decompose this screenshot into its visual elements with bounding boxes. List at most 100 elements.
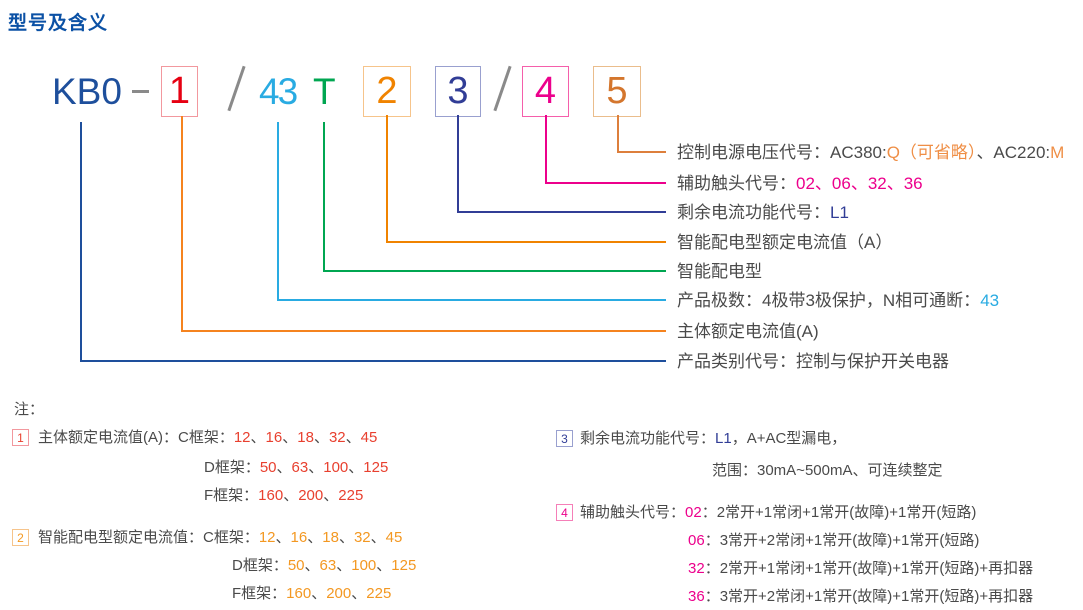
text-segment: D框架：	[204, 459, 260, 476]
text-segment: 智能配电型额定电流值（A）	[677, 233, 893, 252]
code-box-4: 4	[522, 66, 569, 117]
connector-code4-horizontal	[545, 182, 666, 184]
text-segment: ：3常开+2常闭+1常开(故障)+1常开(短路)	[704, 532, 980, 549]
label-aux-contact: 辅助触头代号：02、06、32、36	[677, 174, 923, 193]
text-segment: 200	[298, 487, 324, 504]
text-segment: L1	[715, 430, 732, 447]
note-4-line-1: 辅助触头代号：02：2常开+1常闭+1常开(故障)+1常开(短路)	[580, 504, 976, 522]
text-segment: 200	[326, 585, 352, 602]
text-segment: 、	[276, 459, 292, 476]
text-segment: 12	[258, 529, 276, 546]
connector-code3-vertical	[457, 115, 459, 213]
connector-pole-code-horizontal	[277, 299, 666, 301]
label-smart-type: 智能配电型	[677, 262, 762, 281]
note-2-line-1: 智能配电型额定电流值：C框架：12、16、18、32、45	[38, 529, 402, 547]
connector-code2-horizontal	[386, 241, 666, 243]
text-segment: 45	[385, 529, 403, 546]
text-segment: 剩余电流功能代号：	[580, 430, 716, 447]
note-marker-2: 2	[12, 529, 29, 546]
text-segment: 智能配电型额定电流值：C框架：	[38, 529, 259, 546]
text-segment: 范围：30mA~500mA、可连续整定	[712, 462, 943, 479]
text-segment: 06	[688, 532, 705, 549]
text-segment: 32	[328, 429, 346, 446]
text-segment: 160	[258, 487, 284, 504]
text-segment: 、	[282, 429, 298, 446]
text-segment: 02	[685, 504, 702, 521]
connector-type-code-vertical	[323, 122, 325, 272]
text-segment: 智能配电型	[677, 262, 762, 281]
text-segment: 225	[338, 487, 364, 504]
connector-code2-vertical	[386, 115, 388, 243]
note-marker-4-number: 4	[561, 505, 568, 520]
note-marker-3-number: 3	[561, 431, 568, 446]
text-segment: 、	[348, 459, 364, 476]
text-segment: 160	[286, 585, 312, 602]
text-segment: 18	[297, 429, 314, 446]
connector-model-prefix-horizontal	[80, 360, 666, 362]
pole-code-text: 43	[259, 71, 298, 112]
code-box-2: 2	[363, 66, 411, 117]
code-box-3: 3	[435, 66, 481, 117]
text-segment: 产品极数：4极带3极保护，N相可通断：	[677, 291, 981, 310]
label-poles: 产品极数：4极带3极保护，N相可通断：43	[677, 291, 999, 310]
text-segment: 、	[283, 487, 299, 504]
text-segment: 100	[351, 557, 377, 574]
text-segment: 辅助触头代号：	[677, 174, 796, 193]
text-segment: ：2常开+1常闭+1常开(故障)+1常开(短路)	[701, 504, 977, 521]
text-segment: 43	[980, 291, 1000, 310]
text-segment: 63	[291, 459, 309, 476]
text-segment: 、	[307, 529, 323, 546]
text-segment: 16	[265, 429, 283, 446]
note-1-line-3: F框架：160、200、225	[204, 487, 363, 505]
text-segment: 、	[338, 529, 354, 546]
text-segment: 16	[290, 529, 308, 546]
note-marker-2-number: 2	[17, 530, 24, 545]
text-segment: 12	[233, 429, 251, 446]
text-segment: 控制电源电压代号：AC380:	[677, 143, 887, 162]
note-marker-4: 4	[556, 504, 573, 521]
text-segment: 、	[370, 529, 386, 546]
text-segment: 、	[311, 585, 327, 602]
text-segment: 、	[376, 557, 392, 574]
text-segment: 、	[304, 557, 320, 574]
text-segment: D框架：	[232, 557, 288, 574]
notes-heading: 注：	[14, 401, 45, 418]
text-segment: F框架：	[232, 585, 287, 602]
text-segment: 、	[351, 585, 367, 602]
text-segment: 主体额定电流值(A)	[677, 322, 819, 341]
text-segment: 18	[322, 529, 339, 546]
text-segment: 、	[336, 557, 352, 574]
dash-separator	[132, 90, 149, 93]
text-segment: 、	[313, 429, 329, 446]
slash-separator-1	[227, 65, 246, 112]
text-segment: 50	[287, 557, 305, 574]
label-smart-rated-current: 智能配电型额定电流值（A）	[677, 233, 892, 252]
text-segment: 、	[323, 487, 339, 504]
text-segment: 、AC220:	[976, 143, 1051, 162]
label-residual-current: 剩余电流功能代号：L1	[677, 203, 849, 222]
code-box-3-number: 3	[447, 70, 469, 112]
note-2-line-2: D框架：50、63、100、125	[232, 557, 416, 575]
text-segment: F框架：	[204, 487, 259, 504]
connector-code1-vertical	[181, 116, 183, 332]
text-segment: 剩余电流功能代号：	[677, 203, 830, 222]
page-title: 型号及含义	[8, 13, 109, 34]
text-segment: 63	[319, 557, 337, 574]
note-4-line-3: 32：2常开+1常闭+1常开(故障)+1常开(短路)+再扣器	[688, 560, 1033, 578]
connector-code3-horizontal	[457, 211, 666, 213]
text-segment: ，A+AC型漏电，	[731, 430, 847, 447]
text-segment: M	[1050, 143, 1065, 162]
text-segment: ：3常开+2常闭+1常开(故障)+1常开(短路)+再扣器	[704, 588, 1034, 605]
type-code-text: T	[313, 71, 336, 112]
code-box-4-number: 4	[534, 70, 557, 112]
text-segment: Q（可省略）	[886, 143, 977, 162]
label-main-rated-current: 主体额定电流值(A)	[677, 322, 819, 341]
text-segment: 32	[688, 560, 705, 577]
text-segment: 225	[366, 585, 392, 602]
note-3-line-1: 剩余电流功能代号：L1，A+AC型漏电，	[580, 430, 846, 448]
note-1-line-1: 主体额定电流值(A)：C框架：12、16、18、32、45	[38, 429, 377, 447]
text-segment: 32	[353, 529, 371, 546]
note-marker-1-number: 1	[17, 430, 24, 445]
code-box-5-number: 5	[606, 70, 628, 112]
